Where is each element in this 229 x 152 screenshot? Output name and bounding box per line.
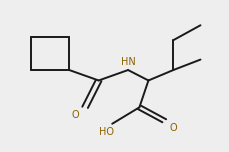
- Text: O: O: [71, 110, 79, 120]
- Text: HO: HO: [99, 127, 114, 137]
- Text: HN: HN: [121, 57, 135, 67]
- Text: O: O: [169, 123, 177, 133]
